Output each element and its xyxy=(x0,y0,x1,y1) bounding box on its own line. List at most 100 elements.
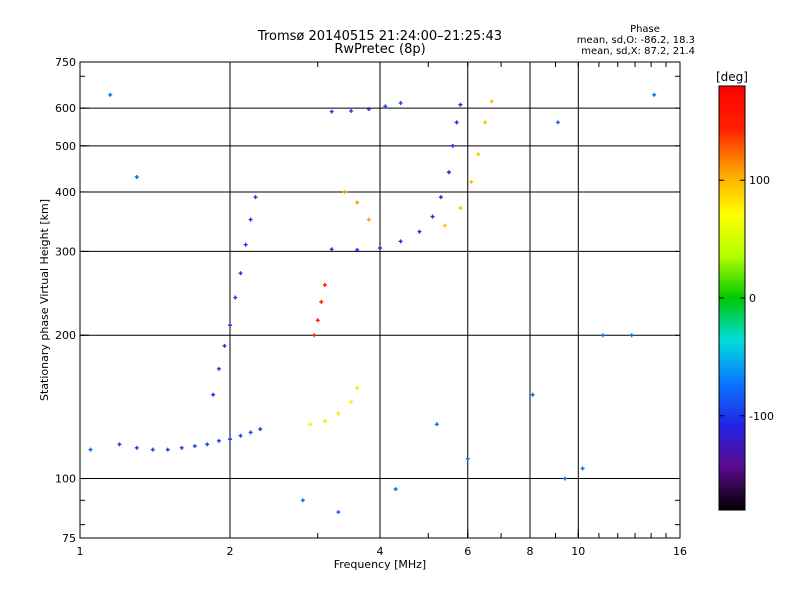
data-point xyxy=(355,248,360,253)
data-point xyxy=(458,206,463,211)
data-point xyxy=(446,170,451,175)
y-axis-label: Stationary phase Virtual Height [km] xyxy=(38,199,51,401)
data-point xyxy=(442,223,447,228)
data-point xyxy=(476,152,481,157)
data-point xyxy=(434,422,439,427)
data-point xyxy=(233,295,238,300)
data-point xyxy=(228,323,232,328)
data-point xyxy=(315,318,320,323)
data-point xyxy=(454,120,459,125)
data-point xyxy=(253,195,258,200)
data-point xyxy=(329,247,334,252)
data-point xyxy=(458,102,463,107)
data-point xyxy=(342,189,347,194)
data-point xyxy=(366,217,371,222)
colorbar-tick-label: 0 xyxy=(749,292,756,305)
x-tick-label: 1 xyxy=(77,545,84,558)
data-point xyxy=(165,447,170,452)
data-point xyxy=(300,498,305,503)
data-point xyxy=(150,447,155,452)
data-point xyxy=(600,333,605,338)
data-point xyxy=(319,299,324,304)
data-point xyxy=(555,120,560,125)
y-tick-label: 75 xyxy=(62,532,76,545)
data-point xyxy=(322,419,327,424)
data-point xyxy=(562,476,567,481)
data-point xyxy=(222,343,227,348)
stats-o-line: mean, sd,O: -86.2, 18.3 xyxy=(577,35,695,46)
data-point xyxy=(465,456,470,461)
x-tick-label: 8 xyxy=(527,545,534,558)
data-point xyxy=(438,195,443,200)
data-point xyxy=(383,104,388,109)
x-tick-label: 16 xyxy=(673,545,687,558)
x-tick-label: 6 xyxy=(464,545,471,558)
data-point xyxy=(108,92,113,97)
data-point xyxy=(530,392,535,397)
data-point xyxy=(248,430,253,435)
chart-subtitle: RwPretec (8p) xyxy=(334,42,425,57)
data-point xyxy=(450,143,455,148)
y-tick-label: 200 xyxy=(55,329,76,342)
y-tick-label: 300 xyxy=(55,245,76,258)
data-point xyxy=(211,392,216,397)
data-point xyxy=(355,200,360,205)
data-point xyxy=(489,99,494,104)
data-point xyxy=(469,179,474,184)
colorbar-ticks: -100 0 100 xyxy=(718,85,774,511)
data-point xyxy=(336,510,341,515)
data-point xyxy=(430,214,435,219)
data-point xyxy=(312,333,317,338)
data-point xyxy=(134,174,139,179)
x-tick-label: 2 xyxy=(227,545,234,558)
data-point xyxy=(629,333,634,338)
data-point xyxy=(179,445,184,450)
data-point xyxy=(378,246,382,251)
axes-layer: 1 2 4 6 8 10 16 75 100 200 300 400 500 600 750 xyxy=(55,56,687,558)
x-tick-label: 10 xyxy=(571,545,585,558)
data-point xyxy=(117,442,122,447)
data-point xyxy=(398,101,403,106)
stats-x-line: mean, sd,X: 87.2, 21.4 xyxy=(581,46,695,57)
data-point xyxy=(238,433,243,438)
points-layer xyxy=(88,92,657,515)
data-point xyxy=(329,109,334,114)
stats-title: Phase xyxy=(630,24,660,35)
data-point xyxy=(355,385,360,390)
y-tick-label: 400 xyxy=(55,186,76,199)
y-tick-label: 750 xyxy=(55,56,76,69)
data-point xyxy=(417,229,422,234)
data-point xyxy=(393,487,398,492)
data-point xyxy=(398,239,403,244)
data-point xyxy=(205,442,210,447)
y-tick-label: 600 xyxy=(55,102,76,115)
data-point xyxy=(243,242,248,247)
y-tick-label: 100 xyxy=(55,473,76,486)
data-point xyxy=(652,92,657,97)
data-point xyxy=(216,366,221,371)
data-point xyxy=(238,271,243,276)
data-point xyxy=(349,108,354,113)
chart-title: Tromsø 20140515 21:24:00–21:25:43 xyxy=(257,29,502,44)
data-point xyxy=(192,444,197,449)
data-point xyxy=(336,411,341,416)
data-point xyxy=(366,107,371,112)
data-point xyxy=(258,427,263,432)
data-point xyxy=(483,120,488,125)
data-point xyxy=(308,422,313,427)
data-point xyxy=(580,466,585,471)
data-point xyxy=(216,438,221,443)
y-tick-label: 500 xyxy=(55,140,76,153)
data-point xyxy=(322,283,327,288)
colorbar-tick-label: -100 xyxy=(749,410,774,423)
x-axis-label: Frequency [MHz] xyxy=(334,558,426,571)
grid-layer xyxy=(80,62,680,538)
data-point xyxy=(88,447,93,452)
x-tick-label: 4 xyxy=(377,545,384,558)
data-point xyxy=(248,217,253,222)
colorbar-frame xyxy=(718,85,746,511)
data-point xyxy=(134,445,139,450)
colorbar-tick-label: 100 xyxy=(749,174,770,187)
data-point xyxy=(349,399,354,404)
